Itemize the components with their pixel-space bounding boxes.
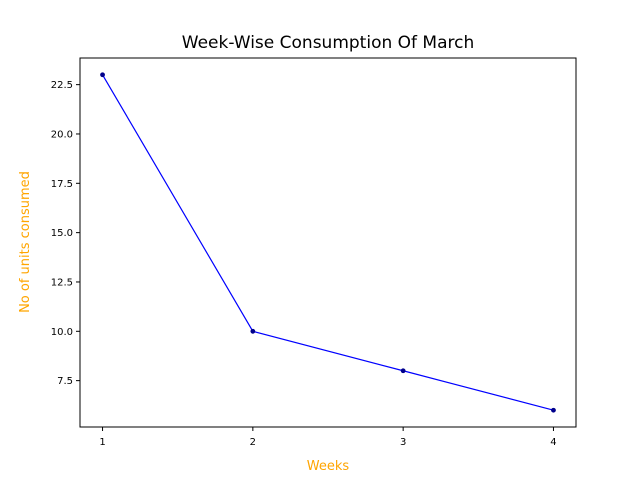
- y-axis: 7.5 10.0 12.5 15.0 17.5 20.0 22.5: [51, 80, 80, 387]
- data-point: [400, 368, 406, 374]
- data-point: [551, 407, 556, 413]
- y-tick-label: 10.0: [51, 327, 73, 338]
- y-tick-label: 7.5: [57, 376, 73, 387]
- chart-title: Week-Wise Consumption Of March: [182, 33, 475, 53]
- data-point: [250, 328, 256, 334]
- x-tick-label: 3: [400, 437, 406, 448]
- plot-area: [79, 57, 577, 428]
- y-tick-label: 12.5: [51, 277, 73, 288]
- y-tick-label: 20.0: [51, 129, 73, 140]
- x-tick-label: 4: [550, 437, 556, 448]
- y-tick-label: 17.5: [51, 179, 73, 190]
- x-axis: 1 2 3 4: [99, 427, 557, 448]
- y-axis-label: No of units consumed: [18, 171, 33, 313]
- series-line: [102, 74, 554, 411]
- y-tick-label: 22.5: [51, 80, 73, 91]
- x-tick-label: 1: [99, 437, 105, 448]
- x-axis-label: Weeks: [307, 459, 350, 474]
- series-layer: [100, 72, 556, 413]
- y-tick-label: 15.0: [51, 228, 73, 239]
- x-tick-label: 2: [250, 437, 256, 448]
- data-point: [100, 72, 105, 78]
